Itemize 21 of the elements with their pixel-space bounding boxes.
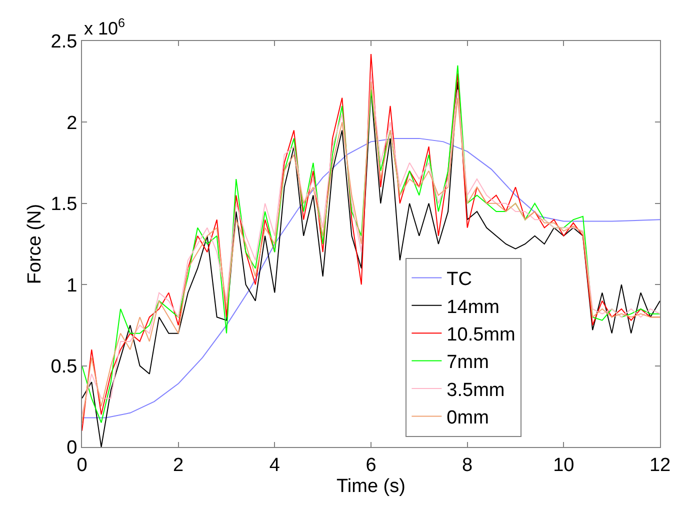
y-tick-label: 1.5: [50, 194, 78, 216]
legend-label: 10.5mm: [446, 324, 516, 346]
x-tick-label: 10: [553, 454, 574, 476]
x-axis-title: Time (s): [336, 476, 406, 497]
y-tick-label: 1: [66, 275, 78, 296]
x-tick-label: 8: [462, 454, 473, 476]
legend-label: 14mm: [446, 296, 500, 318]
y-axis-title: Force (N): [24, 204, 46, 284]
legend-label: TC: [446, 269, 472, 290]
legend-label: 3.5mm: [446, 380, 505, 401]
legend-label: 7mm: [446, 352, 489, 374]
legend-label: 0mm: [446, 408, 489, 429]
y-tick-label: 0.5: [50, 356, 78, 378]
x-tick-label: 4: [269, 454, 280, 476]
y-tick-label: 2.5: [50, 32, 78, 53]
y-tick-label: 2: [66, 112, 78, 134]
y-tick-label: 0: [66, 438, 78, 459]
x-tick-label: 6: [366, 454, 376, 476]
text: x 10$^{6}$: [84, 16, 126, 39]
x-tick-label: 2: [173, 454, 184, 476]
x-tick-label: 12: [649, 454, 671, 476]
